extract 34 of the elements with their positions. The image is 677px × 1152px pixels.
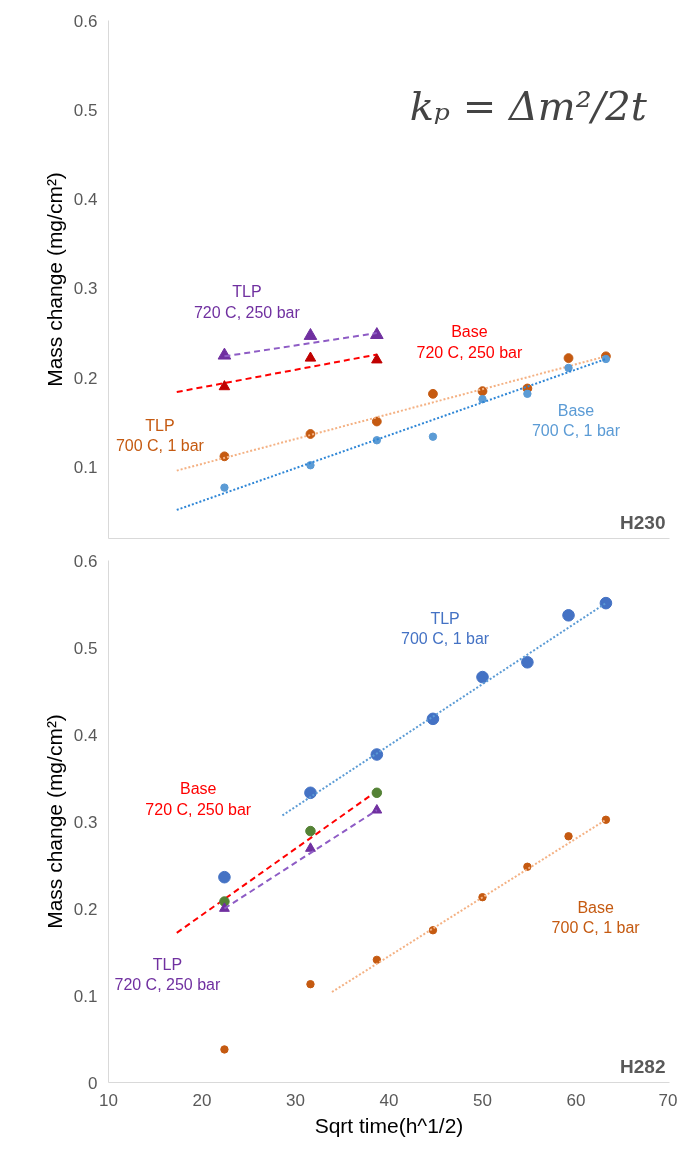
text: Base 720 C, 250 bar bbox=[416, 323, 524, 361]
series-label: Base 700 C, 1 bar bbox=[531, 401, 621, 440]
text: H282 bbox=[620, 1055, 666, 1077]
y-tick-label: 0.5 bbox=[73, 638, 98, 658]
y-tick-label: 0.4 bbox=[73, 725, 98, 745]
text: Base 700 C, 1 bar bbox=[551, 898, 641, 936]
x-tick-label: 10 bbox=[99, 1090, 118, 1110]
x-tick-label: 40 bbox=[379, 1090, 399, 1110]
text: H230 bbox=[620, 511, 666, 533]
x-axis-title: Sqrt time(h^1/2) bbox=[314, 1113, 464, 1137]
y-tick-label: 0.3 bbox=[73, 812, 98, 832]
y-axis-title: Mass change (mg/cm²) bbox=[42, 714, 66, 929]
series-label: TLP 700 C, 1 bar bbox=[115, 417, 205, 455]
y-tick-label: 0.2 bbox=[73, 368, 98, 388]
text: TLP 720 C, 250 bar bbox=[114, 955, 221, 994]
y-tick-label: 0.6 bbox=[73, 11, 98, 31]
y-axis-title: Mass change (mg/cm²) bbox=[42, 172, 66, 387]
y-tick-label: 0.5 bbox=[73, 100, 98, 120]
x-tick-label: 30 bbox=[286, 1090, 305, 1110]
annotation: kₚ = Δm²/2t bbox=[409, 82, 648, 129]
x-tick-label: 60 bbox=[566, 1090, 586, 1110]
y-tick-label: 0.1 bbox=[73, 986, 98, 1006]
x-tick-label: 20 bbox=[192, 1090, 212, 1110]
y-tick-label: 0.3 bbox=[73, 279, 98, 299]
y-tick-label: 0.6 bbox=[73, 551, 98, 571]
y-tick-label: 0.2 bbox=[73, 899, 98, 919]
x-tick-label: 70 bbox=[658, 1090, 677, 1110]
y-tick-label: 0.4 bbox=[73, 190, 98, 210]
y-tick-label: 0 bbox=[88, 1073, 98, 1093]
series-label: TLP 720 C, 250 bar bbox=[193, 283, 301, 321]
y-tick-label: 0.1 bbox=[73, 458, 98, 478]
x-tick-label: 50 bbox=[473, 1090, 492, 1110]
series-label: TLP 700 C, 1 bar bbox=[401, 609, 490, 648]
text: Base 720 C, 250 bar bbox=[145, 780, 252, 818]
